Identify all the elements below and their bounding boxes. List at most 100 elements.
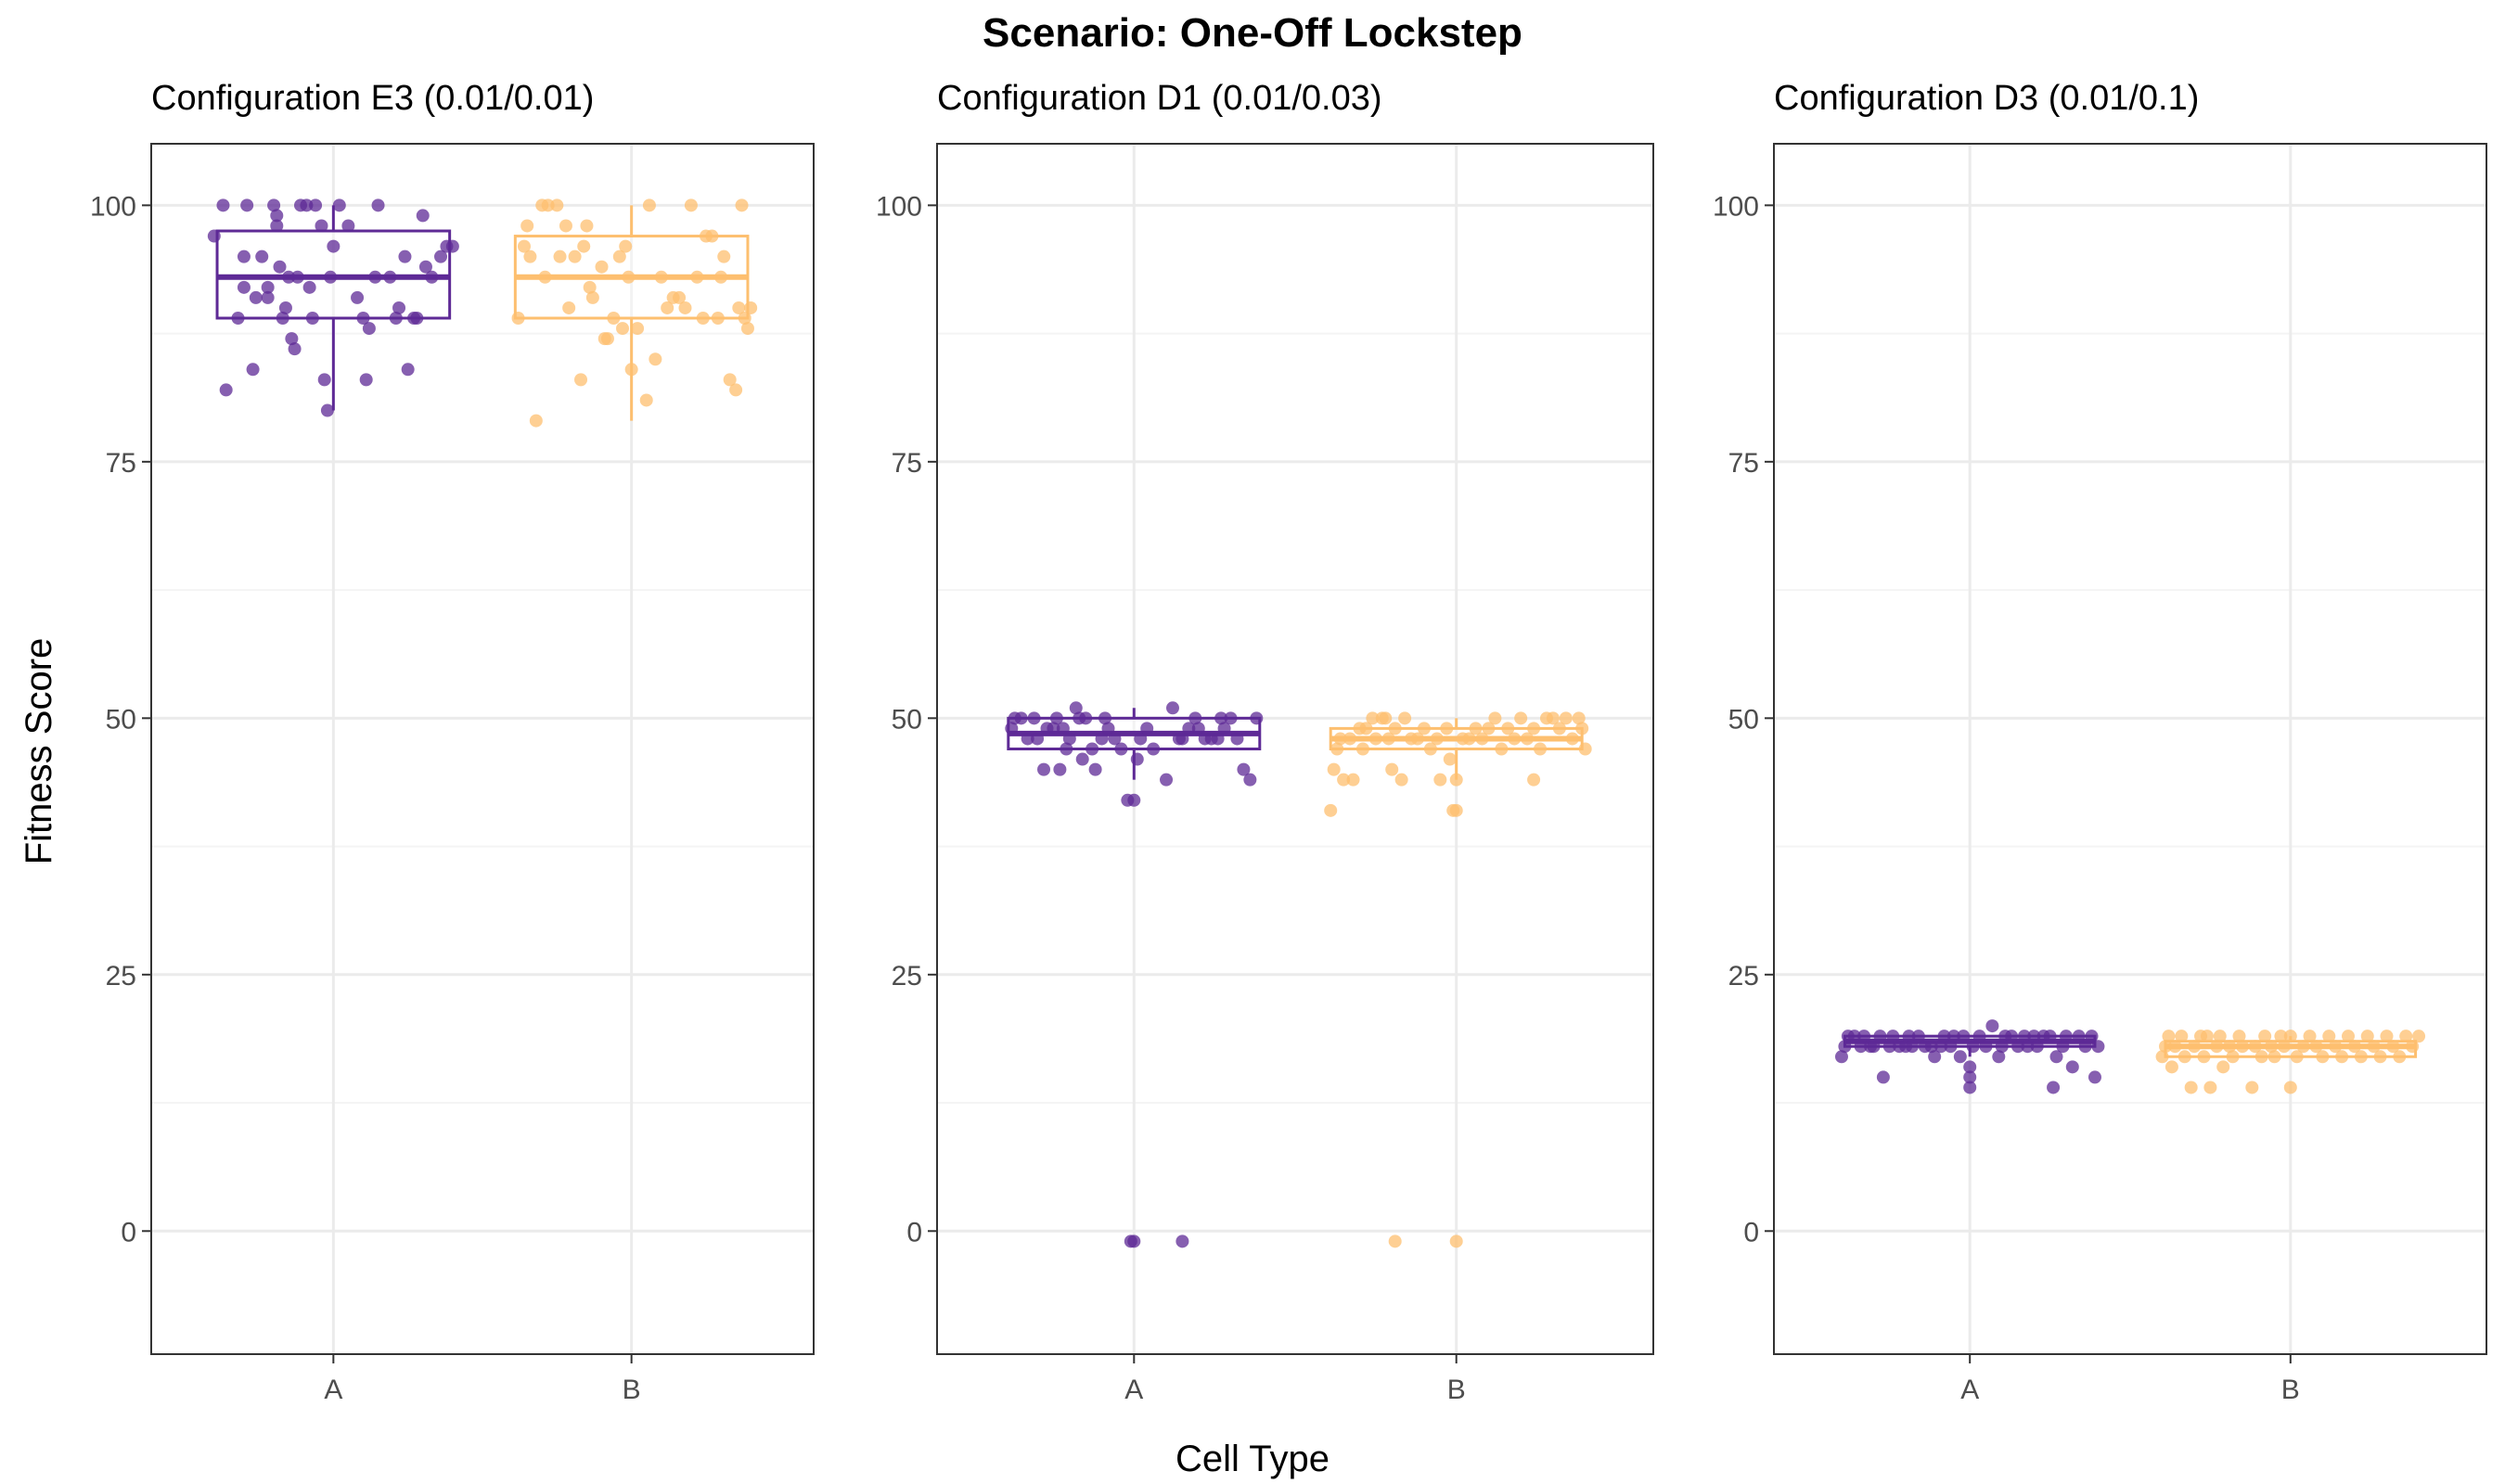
data-point <box>1127 1235 1141 1248</box>
data-point <box>1098 711 1112 725</box>
y-tick-label: 50 <box>892 704 922 735</box>
data-point <box>2091 1040 2105 1054</box>
data-point <box>2088 1070 2101 1084</box>
data-point <box>1175 1235 1189 1248</box>
data-point <box>714 270 728 284</box>
data-point <box>696 312 710 326</box>
data-point <box>2316 1050 2330 1064</box>
x-tick-label: B <box>2281 1375 2300 1405</box>
data-point <box>2011 1040 2025 1054</box>
series-B <box>2155 1030 2426 1094</box>
data-point <box>207 229 221 243</box>
data-point <box>1188 711 1202 725</box>
data-point <box>1430 732 1444 746</box>
panel-border <box>1773 143 2487 1355</box>
data-point <box>1108 732 1122 746</box>
data-point <box>732 301 746 314</box>
data-point <box>1979 1040 1993 1054</box>
data-point <box>2155 1050 2169 1064</box>
data-point <box>2232 1030 2246 1043</box>
x-tick-label: A <box>1124 1375 1143 1405</box>
data-point <box>1060 742 1073 756</box>
data-point <box>410 312 424 326</box>
data-point <box>738 312 752 326</box>
data-point <box>661 301 674 314</box>
data-point <box>723 373 737 387</box>
data-point <box>1946 1030 1960 1043</box>
data-point <box>1333 732 1347 746</box>
data-point <box>1876 1070 1890 1084</box>
data-point <box>2210 1040 2224 1054</box>
data-point <box>2065 1060 2079 1074</box>
data-point <box>1079 711 1093 725</box>
data-point <box>1433 773 1447 787</box>
data-point <box>607 312 621 326</box>
data-point <box>2329 1040 2343 1054</box>
data-point <box>216 198 230 212</box>
data-point <box>2017 1030 2031 1043</box>
data-point <box>418 260 432 274</box>
data-point <box>332 198 346 212</box>
data-point <box>1027 711 1041 725</box>
data-point <box>2159 1040 2173 1054</box>
data-point <box>231 312 245 326</box>
data-point <box>523 249 537 263</box>
data-point <box>1388 1235 1402 1248</box>
data-point <box>1394 773 1408 787</box>
data-point <box>559 219 572 233</box>
data-point <box>2177 1050 2191 1064</box>
data-point <box>2399 1030 2413 1043</box>
data-point <box>2072 1030 2086 1043</box>
data-point <box>1049 711 1063 725</box>
data-point <box>1944 1040 1958 1054</box>
data-point <box>2277 1040 2291 1054</box>
data-point <box>624 363 638 377</box>
data-point <box>2021 1040 2035 1054</box>
data-point <box>270 209 284 223</box>
data-point <box>1488 711 1502 725</box>
data-point <box>1546 711 1560 725</box>
data-point <box>717 249 731 263</box>
data-point <box>305 312 319 326</box>
data-point <box>1449 1235 1463 1248</box>
data-point <box>1963 1070 1977 1084</box>
data-point <box>398 249 412 263</box>
data-point <box>1934 1040 1948 1054</box>
data-point <box>240 198 254 212</box>
data-point <box>1114 742 1128 756</box>
data-point <box>1966 1040 1980 1054</box>
data-point <box>341 219 355 233</box>
data-point <box>1095 732 1109 746</box>
data-point <box>1423 742 1437 756</box>
data-point <box>1902 1030 1916 1043</box>
data-point <box>2043 1030 2057 1043</box>
data-point <box>2200 1030 2214 1043</box>
data-point <box>1449 803 1463 817</box>
data-point <box>1037 762 1051 776</box>
data-point <box>1443 752 1457 766</box>
y-tick-label: 0 <box>1743 1217 1759 1247</box>
data-point <box>237 280 250 294</box>
data-point <box>2380 1030 2394 1043</box>
data-point <box>585 290 599 304</box>
data-point <box>2245 1081 2259 1094</box>
data-point <box>740 322 754 336</box>
data-point <box>595 260 609 274</box>
data-point <box>729 383 743 397</box>
data-point <box>1147 742 1161 756</box>
data-point <box>1398 711 1412 725</box>
data-point <box>2347 1040 2361 1054</box>
panel-border <box>936 143 1654 1355</box>
data-point <box>2078 1040 2092 1054</box>
data-point <box>619 239 633 253</box>
y-tick-label: 100 <box>90 191 136 222</box>
data-point <box>273 260 287 274</box>
data-point <box>270 219 284 233</box>
data-point <box>520 219 534 233</box>
data-point <box>1211 732 1225 746</box>
data-point <box>1346 773 1360 787</box>
data-point <box>2216 1060 2230 1074</box>
data-point <box>1130 752 1144 766</box>
data-point <box>2265 1040 2279 1054</box>
